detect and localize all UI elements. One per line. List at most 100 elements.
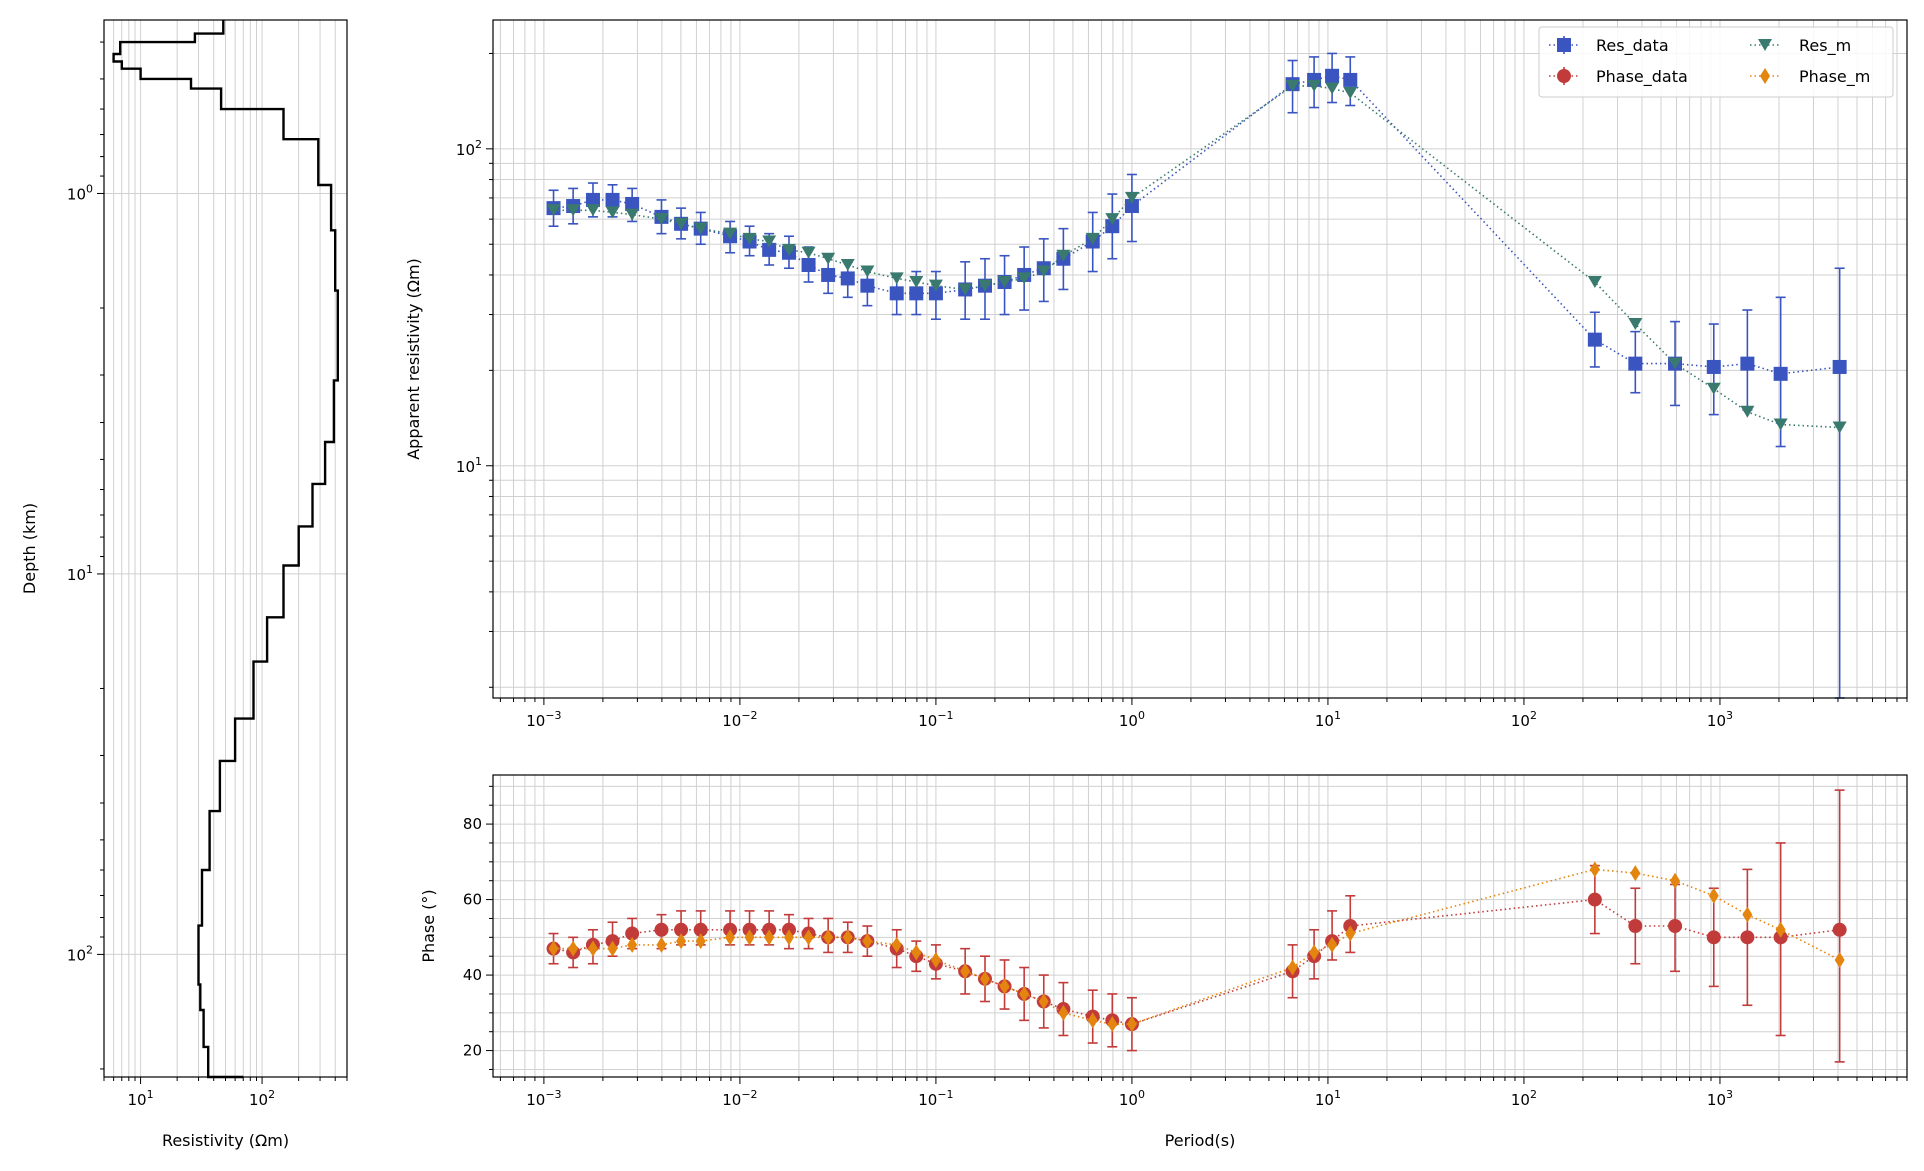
legend-entry-phase-data: Phase_data <box>1549 67 1688 87</box>
phase-plot-area <box>546 789 1847 1063</box>
res-point <box>1832 359 1847 374</box>
res-point <box>625 196 640 211</box>
res-point <box>860 265 875 278</box>
res-y-tick-label-0: 101 <box>456 455 482 476</box>
model-ticks: 101 102 100 101 102 <box>67 41 348 1109</box>
phase-x-tick-label-3: 100 <box>1119 1088 1145 1109</box>
res-x-tick-label-6: 103 <box>1707 709 1733 730</box>
res-point <box>1740 405 1755 418</box>
res-point <box>821 267 836 282</box>
phase-point <box>1708 887 1719 904</box>
phase-point <box>674 922 689 937</box>
res-x-tick-label-1: 10−2 <box>722 709 757 730</box>
res-point <box>1587 276 1602 289</box>
phase-point <box>1309 944 1320 961</box>
res-ticks: 101 102 10−3 10−2 10−1 100 101 102 103 <box>456 52 1908 730</box>
phase-point <box>999 978 1010 995</box>
phase-y-tick-label-3: 80 <box>463 815 482 833</box>
res-point <box>889 272 904 285</box>
res-point <box>781 243 796 256</box>
legend-label-res-model: Res_m <box>1799 36 1851 56</box>
model-grid <box>103 20 348 1077</box>
phase-point <box>656 936 667 953</box>
model-x-tick-label-1: 102 <box>249 1088 275 1109</box>
res-point <box>693 222 708 235</box>
res-point <box>1105 219 1120 234</box>
res-point <box>1628 356 1643 371</box>
res-x-tick-label-0: 10−3 <box>526 709 561 730</box>
phase-point <box>1670 872 1681 889</box>
phase-point <box>676 933 687 950</box>
phase-point <box>842 929 853 946</box>
phase-x-tick-label-1: 10−2 <box>722 1088 757 1109</box>
legend-entry-res-model: Res_m <box>1750 36 1851 56</box>
phase-grid <box>493 775 1908 1077</box>
legend: Res_data Phase_data Res_m Phase_m <box>1538 26 1894 98</box>
phase-point <box>654 922 669 937</box>
res-point <box>997 276 1012 289</box>
res-point <box>605 192 620 207</box>
res-point <box>801 257 816 272</box>
res-point <box>860 278 875 293</box>
phase-ticks: 20 40 60 80 10−3 10−2 10−1 100 101 102 103 <box>463 785 1908 1109</box>
res-point <box>674 217 689 230</box>
phase-y-axis-label: Phase (°) <box>419 889 438 962</box>
res-point <box>1668 357 1683 370</box>
phase-point <box>1345 925 1356 942</box>
resistivity-model-line <box>112 20 339 1079</box>
res-point <box>1832 421 1847 434</box>
model-y-tick-label-2: 102 <box>67 943 93 964</box>
phase-point <box>625 926 640 941</box>
phase-point <box>587 940 598 957</box>
res-point <box>762 242 777 257</box>
res-point <box>1343 72 1358 87</box>
model-y-tick-label-1: 101 <box>67 563 93 584</box>
res-axes-frame <box>492 19 1908 699</box>
res-point <box>625 208 640 221</box>
res-point <box>762 235 777 248</box>
phase-point <box>548 940 559 957</box>
phase-point <box>862 933 873 950</box>
res-point <box>1740 356 1755 371</box>
phase-point <box>568 940 579 957</box>
phase-axes-frame <box>492 774 1908 1078</box>
res-y-axis-label: Apparent resistivity (Ωm) <box>404 258 423 460</box>
phase-point <box>1019 985 1030 1002</box>
res-point <box>1036 265 1051 278</box>
phase-point <box>1706 930 1721 945</box>
phase-point <box>783 929 794 946</box>
model-y-tick-label-0: 100 <box>67 182 93 203</box>
phase-point <box>891 936 902 953</box>
phase-point <box>1126 1016 1137 1033</box>
phase-point <box>764 929 775 946</box>
phase-x-tick-label-0: 10−3 <box>526 1088 561 1109</box>
phase-x-tick-label-5: 102 <box>1511 1088 1537 1109</box>
res-x-tick-label-4: 101 <box>1315 709 1341 730</box>
res-point <box>1706 382 1721 395</box>
phase-point <box>803 929 814 946</box>
res-point <box>1285 79 1300 92</box>
phase-point <box>1327 936 1338 953</box>
phase-panel: 20 40 60 80 10−3 10−2 10−1 100 101 102 103 Period(… <box>419 774 1908 1150</box>
res-point <box>1325 82 1340 95</box>
res-series-res-m <box>546 79 1847 434</box>
phase-x-tick-label-2: 10−1 <box>918 1088 953 1109</box>
res-point <box>840 271 855 286</box>
phase-point <box>1668 919 1683 933</box>
phase-point <box>1589 861 1600 878</box>
res-point <box>840 258 855 271</box>
res-point <box>1056 249 1071 262</box>
res-point <box>801 246 816 259</box>
phase-point <box>911 944 922 961</box>
model-panel: 101 102 100 101 102 Resistivity (Ωm) Depth (… <box>20 19 348 1150</box>
res-point <box>909 276 924 289</box>
phase-point <box>1832 922 1847 937</box>
res-point <box>1085 232 1100 245</box>
res-point <box>585 204 600 217</box>
legend-label-phase-data: Phase_data <box>1596 67 1688 87</box>
phase-point <box>1740 930 1755 945</box>
phase-point <box>695 933 706 950</box>
res-point <box>928 286 943 301</box>
phase-point <box>1287 959 1298 976</box>
